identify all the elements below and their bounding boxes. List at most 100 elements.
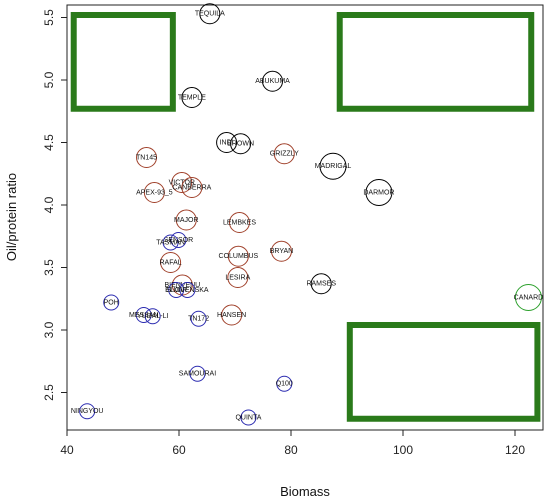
point-marker <box>228 212 250 233</box>
point-label: POH <box>104 299 119 306</box>
data-point: DARMOR <box>363 179 394 206</box>
point-marker <box>216 132 238 153</box>
point-marker <box>175 209 197 231</box>
point-marker <box>365 179 393 206</box>
data-point: TN145 <box>136 147 157 168</box>
point-marker <box>319 152 347 180</box>
point-label: DARMOR <box>363 189 394 196</box>
highlight-boxes <box>70 12 541 422</box>
point-marker <box>79 403 96 420</box>
point-label: BRYAN <box>270 248 293 255</box>
point-label: BROWN <box>227 141 254 148</box>
point-label: TN145 <box>136 154 157 161</box>
point-marker <box>276 375 293 392</box>
point-label: Q100 <box>276 381 293 388</box>
point-label: SENSOR <box>164 237 194 244</box>
point-label: TEMPLE <box>178 94 206 101</box>
y-tick-label: 2.5 <box>42 384 56 401</box>
point-marker <box>310 273 332 295</box>
data-point: QUINTA <box>235 409 262 426</box>
point-marker <box>168 282 185 298</box>
data-point: BROWN <box>227 133 254 155</box>
x-tick-label: 100 <box>393 443 413 457</box>
point-marker <box>135 307 152 323</box>
point-marker <box>189 365 206 382</box>
point-marker <box>240 409 257 426</box>
highlight-box-3 <box>346 322 541 422</box>
point-label: VICTOR <box>169 179 195 186</box>
point-marker <box>230 133 252 155</box>
point-label: MESSAN <box>129 312 159 319</box>
point-marker <box>199 3 221 25</box>
highlight-box-2 <box>336 12 535 112</box>
point-label: GRIZZLY <box>270 151 299 158</box>
data-point: TEQUILA <box>195 3 225 25</box>
y-tick-label: 5.0 <box>42 71 56 88</box>
point-label: MADRIGAL <box>315 163 352 170</box>
point-marker <box>190 310 207 327</box>
y-axis: 2.5 3.0 3.5 4.0 4.5 5.0 5.5 <box>42 9 68 401</box>
y-tick-label: 3.5 <box>42 259 56 276</box>
point-label: SLOVENSKA <box>166 287 209 294</box>
y-tick-label: 3.0 <box>42 321 56 338</box>
point-marker <box>103 294 120 311</box>
data-point: YUDAL-LI <box>137 308 169 325</box>
point-marker <box>227 245 249 267</box>
point-marker <box>227 267 249 288</box>
data-point: TASMAN <box>156 234 185 251</box>
point-label: NINGYOU <box>71 408 104 415</box>
point-label: ELIXIR <box>165 287 187 294</box>
y-axis-title: Oil/protein ratio <box>4 173 19 261</box>
y-tick-label: 4.5 <box>42 134 56 151</box>
point-label: LEMBKES <box>223 219 256 226</box>
point-marker <box>160 252 182 273</box>
x-axis-title: Biomass <box>280 484 330 499</box>
x-tick-label: 60 <box>172 443 186 457</box>
point-label: TASMAN <box>156 239 185 246</box>
data-point: Q100 <box>276 375 293 392</box>
data-point: TEMPLE <box>178 87 206 108</box>
point-marker <box>514 284 542 311</box>
point-label: TEQUILA <box>195 11 225 18</box>
point-marker <box>179 282 196 298</box>
point-label: INDI <box>220 139 234 146</box>
point-marker <box>273 143 295 165</box>
data-point: SAMOURAI <box>179 365 216 382</box>
point-label: APEX-93_5 <box>136 189 173 196</box>
x-tick-label: 80 <box>284 443 298 457</box>
point-marker <box>262 70 284 92</box>
point-marker <box>144 308 161 325</box>
point-label: CANBERRA <box>172 184 211 191</box>
plot-frame <box>66 4 544 431</box>
x-axis: 40 60 80 100 120 <box>60 429 525 457</box>
point-marker <box>162 234 179 251</box>
data-point: LESIRA <box>225 267 251 288</box>
point-marker <box>181 177 203 198</box>
point-label: MAJOR <box>174 217 199 224</box>
point-label: CANARD <box>514 294 544 301</box>
point-marker <box>221 304 243 326</box>
data-point: RAMSES <box>306 273 336 295</box>
data-point: POH <box>103 294 120 311</box>
data-point: ELIXIR <box>165 282 187 298</box>
point-marker <box>170 232 187 248</box>
data-point: RAFAL <box>160 252 182 273</box>
data-point: GRIZZLY <box>270 143 299 165</box>
y-tick-label: 5.5 <box>42 9 56 26</box>
point-label: RAMSES <box>306 281 336 288</box>
data-point: CANARD <box>514 284 544 311</box>
point-label: ABUKUMA <box>255 78 290 85</box>
point-label: YUDAL-LI <box>137 313 169 320</box>
point-label: TN172 <box>188 316 209 323</box>
y-tick-label: 4.0 <box>42 196 56 213</box>
data-point: NINGYOU <box>71 403 104 420</box>
point-marker <box>143 182 165 203</box>
point-label: SAMOURAI <box>179 371 216 378</box>
data-point: TN172 <box>188 310 209 327</box>
point-marker <box>181 87 203 108</box>
data-point: CANBERRA <box>172 177 212 198</box>
x-tick-label: 120 <box>505 443 525 457</box>
data-point: SENSOR <box>164 232 194 248</box>
